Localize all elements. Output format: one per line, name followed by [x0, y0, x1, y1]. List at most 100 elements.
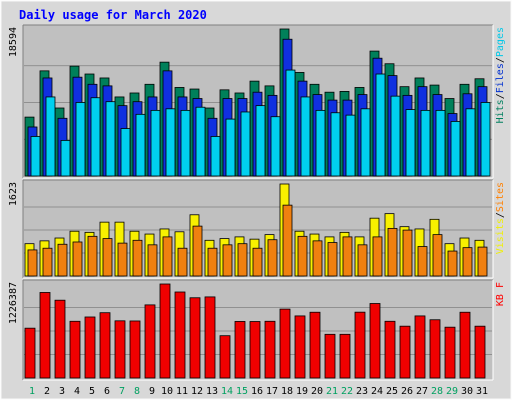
legend-visits: Visits: [495, 218, 506, 254]
y-max-label: 1226387: [8, 282, 19, 324]
x-tick-label: 9: [149, 386, 155, 397]
bar-kb-f: [294, 315, 306, 379]
bar-sites: [237, 243, 248, 277]
bar-kb-f: [459, 311, 471, 379]
x-tick-label: 30: [461, 386, 473, 397]
legend-separator: /: [495, 93, 506, 99]
bar-pages: [300, 96, 311, 177]
x-tick-label: 18: [281, 386, 293, 397]
x-tick-label: 4: [74, 386, 80, 397]
x-tick-label: 26: [401, 386, 413, 397]
bar-sites: [87, 235, 98, 277]
bar-sites: [57, 243, 68, 277]
bar-kb-f: [129, 320, 141, 379]
x-tick-label: 31: [476, 386, 488, 397]
x-tick-label: 8: [134, 386, 140, 397]
bar-pages: [75, 102, 86, 177]
bar-pages: [360, 108, 371, 177]
x-tick-label: 10: [161, 386, 173, 397]
bar-pages: [255, 105, 266, 177]
bar-pages: [375, 73, 386, 177]
bar-pages: [105, 101, 116, 177]
bar-sites: [357, 244, 368, 277]
bar-sites: [387, 227, 398, 277]
legend-hits: Hits: [495, 99, 506, 123]
bar-kb-f: [339, 333, 351, 379]
bar-sites: [432, 234, 443, 277]
bar-kb-f: [474, 325, 486, 379]
bar-sites: [147, 244, 158, 277]
x-tick-label: 11: [176, 386, 188, 397]
bar-sites: [192, 225, 203, 277]
bar-pages: [150, 109, 161, 177]
y-max-label: 18594: [8, 27, 19, 57]
bar-kb-f: [24, 327, 36, 379]
bar-kb-f: [324, 333, 336, 379]
x-tick-label: 14: [221, 386, 233, 397]
legend-kb-f: KB F: [495, 282, 506, 306]
bar-kb-f: [114, 320, 126, 379]
bar-pages: [465, 108, 476, 177]
bar-sites: [402, 229, 413, 277]
legend-pages: Pages: [495, 27, 506, 57]
bar-kb-f: [54, 299, 66, 379]
bar-sites: [477, 246, 488, 277]
bar-kb-f: [159, 283, 171, 379]
bar-pages: [330, 112, 341, 177]
x-tick-label: 2: [44, 386, 50, 397]
bar-sites: [267, 239, 278, 277]
bar-kb-f: [279, 308, 291, 379]
bar-kb-f: [354, 311, 366, 379]
x-tick-label: 22: [341, 386, 353, 397]
bar-kb-f: [249, 321, 261, 379]
bar-kb-f: [414, 315, 426, 379]
bar-sites: [372, 236, 383, 277]
chart-title: Daily usage for March 2020: [19, 8, 207, 22]
bar-sites: [162, 236, 173, 277]
bar-pages: [90, 97, 101, 177]
bar-sites: [222, 244, 233, 277]
bar-kb-f: [174, 291, 186, 379]
x-tick-label: 7: [119, 386, 125, 397]
legend-files: Files: [495, 63, 506, 93]
legend-separator: /: [495, 212, 506, 218]
bar-sites: [312, 240, 323, 277]
bar-sites: [207, 247, 218, 277]
x-tick-label: 12: [191, 386, 203, 397]
bar-sites: [102, 238, 113, 277]
bar-sites: [282, 204, 293, 277]
x-tick-label: 21: [326, 386, 338, 397]
bar-kb-f: [264, 320, 276, 379]
x-tick-label: 5: [89, 386, 95, 397]
chart-panel-2: 1623 Visits/Sites: [8, 179, 506, 279]
x-tick-label: 25: [386, 386, 398, 397]
bar-pages: [345, 114, 356, 177]
x-tick-label: 13: [206, 386, 218, 397]
bar-pages: [450, 121, 461, 177]
legend: Visits/Sites: [495, 182, 506, 254]
bar-pages: [285, 69, 296, 177]
bar-pages: [165, 108, 176, 177]
legend-separator: /: [495, 57, 506, 63]
bar-sites: [42, 247, 53, 277]
bar-kb-f: [234, 321, 246, 379]
bar-sites: [462, 247, 473, 277]
bar-pages: [225, 118, 236, 177]
x-tick-label: 29: [446, 386, 458, 397]
bar-pages: [405, 109, 416, 177]
x-tick-label: 20: [311, 386, 323, 397]
bar-kb-f: [39, 292, 51, 379]
legend: Hits/Files/Pages: [495, 27, 506, 123]
chart-panel-3: 1226387 KB F: [8, 279, 506, 381]
x-tick-label: 24: [371, 386, 383, 397]
bar-kb-f: [189, 297, 201, 379]
bar-pages: [240, 111, 251, 177]
x-tick-label: 6: [104, 386, 110, 397]
bar-kb-f: [444, 326, 456, 379]
bar-kb-f: [99, 312, 111, 379]
x-tick-label: 3: [59, 386, 65, 397]
x-tick-label: 1: [29, 386, 35, 397]
y-max-label: 1623: [8, 182, 19, 206]
